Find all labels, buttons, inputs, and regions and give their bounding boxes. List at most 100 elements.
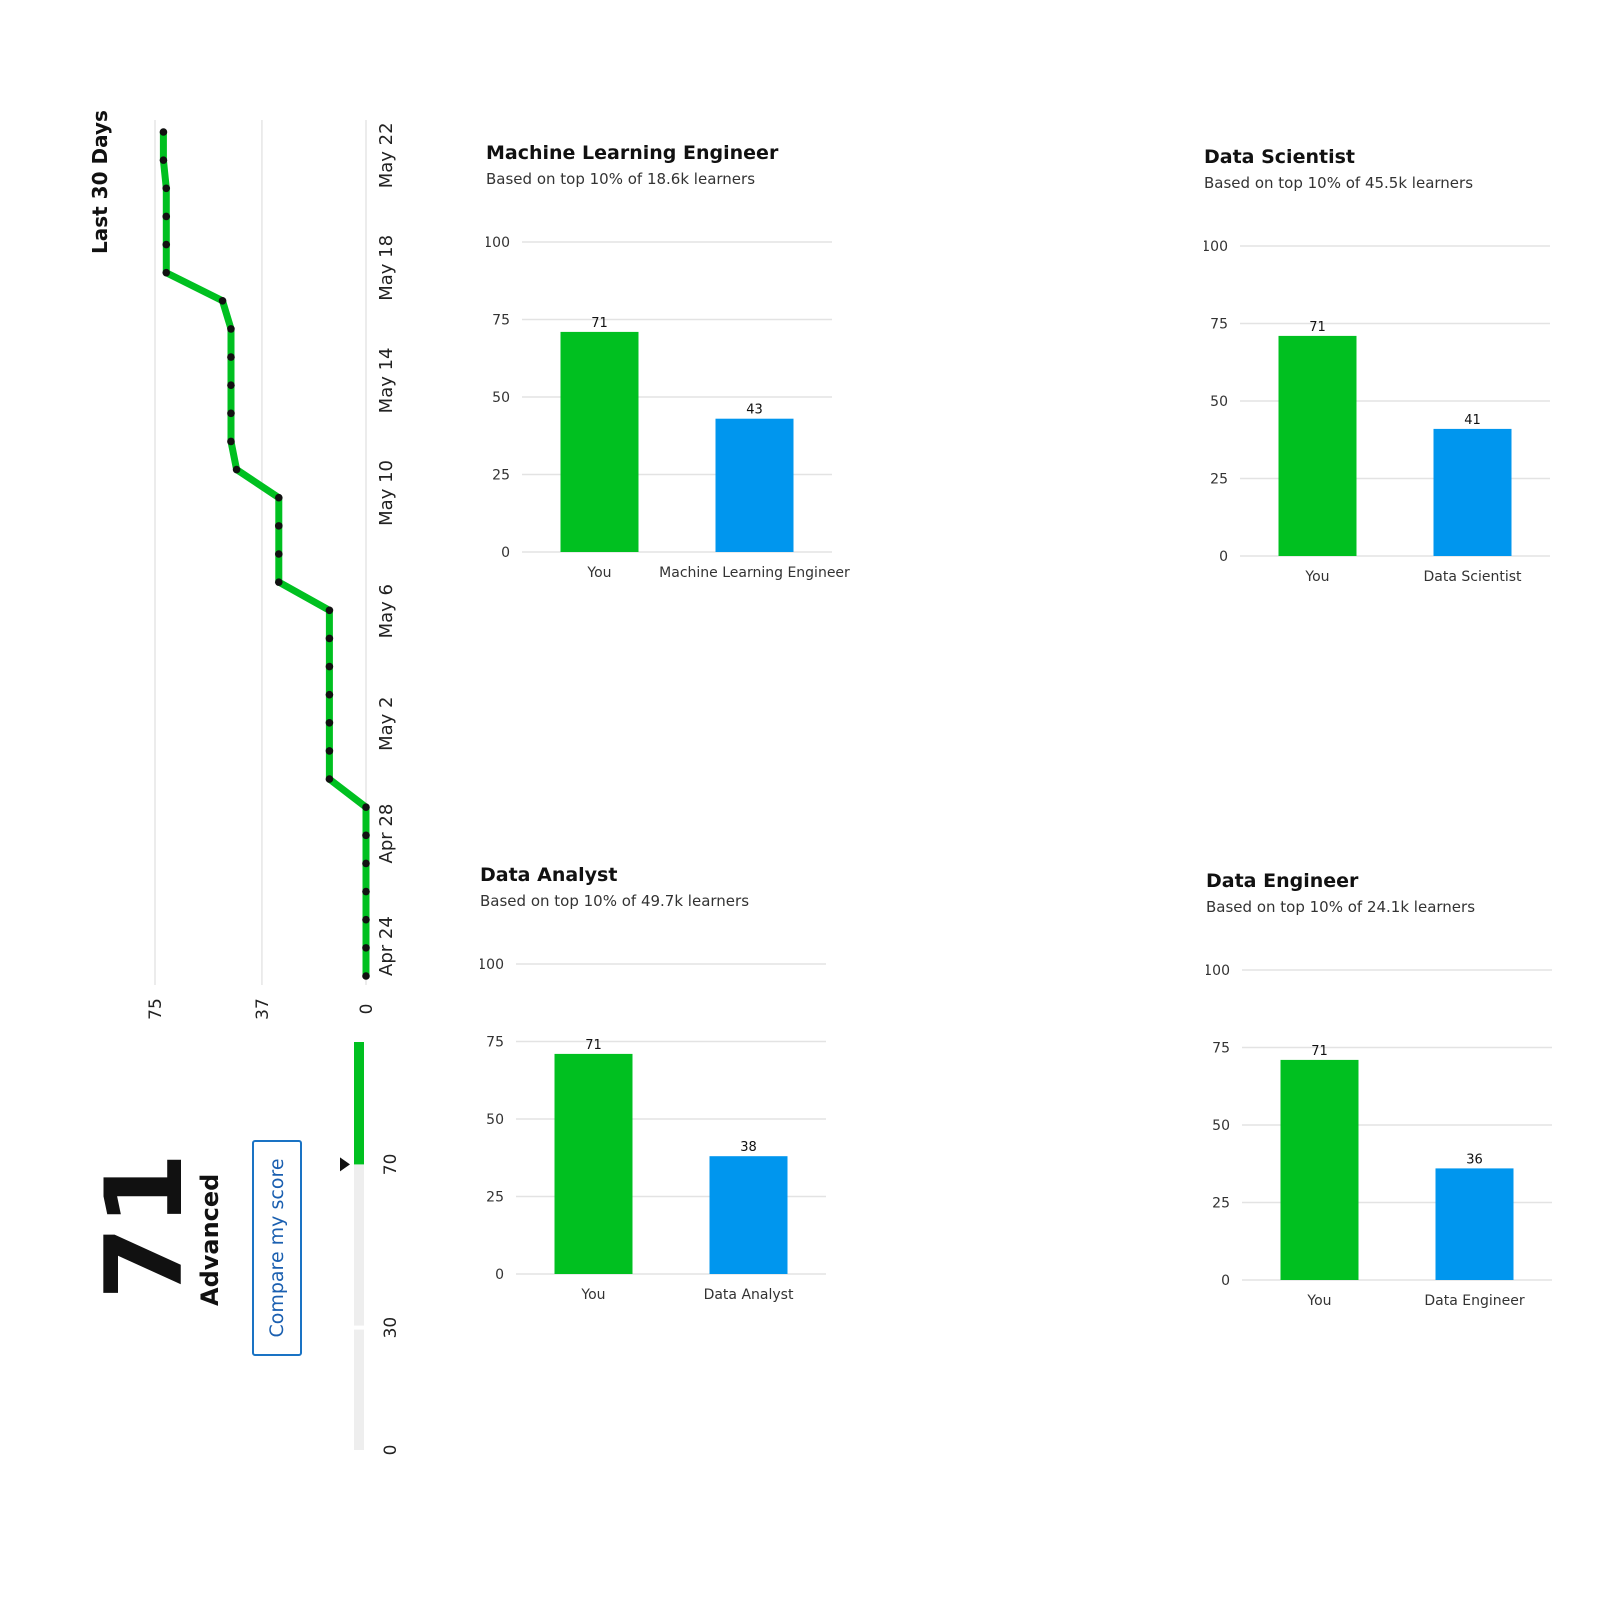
bar: [1435, 1168, 1514, 1280]
bar-chart-data-scientist: 0 25 50 75 100 71 You 41 Data Scientist: [1204, 239, 1550, 585]
x-tick-label: May 22: [376, 122, 397, 188]
y-tick-label: 25: [492, 468, 510, 484]
bar-value-label: 36: [1466, 1152, 1483, 1167]
trend-data-point: [162, 268, 171, 277]
bar: [709, 1156, 788, 1274]
x-tick-label: May 10: [376, 460, 397, 526]
x-category-label: You: [1304, 569, 1329, 585]
gauge-tick-labels: 0 30 70: [381, 1154, 401, 1456]
y-tick-label: 50: [492, 390, 510, 406]
y-tick-label: 75: [1212, 1041, 1230, 1057]
y-tick-label: 100: [486, 235, 510, 251]
x-tick-label: May 2: [376, 697, 397, 751]
gauge-tick-label: 0: [381, 1445, 401, 1456]
y-tick-label: 0: [501, 545, 510, 561]
compare-my-score-button[interactable]: Compare my score: [252, 1140, 302, 1356]
trend-data-point: [159, 156, 168, 164]
score-summary-panel: 71 Advanced Compare my score 0 30 70 Last …: [0, 0, 460, 1600]
x-category-label: Data Engineer: [1424, 1293, 1524, 1309]
bar-panel-data-analyst: Data Analyst Based on top 10% of 49.7k l…: [480, 864, 900, 1384]
x-category-label: You: [586, 565, 611, 581]
trend-data-point: [274, 578, 283, 586]
bar: [554, 1053, 633, 1274]
x-tick-label: Apr 28: [376, 804, 397, 864]
y-tick-label: 100: [480, 957, 504, 973]
gauge-fill: [354, 1042, 364, 1165]
gauge-tick-label: 30: [381, 1317, 401, 1339]
x-tick-label: Apr 24: [376, 916, 397, 976]
trend-data-point: [159, 128, 168, 136]
trend-data-point: [362, 887, 370, 896]
y-tick-label: 0: [357, 1004, 377, 1015]
bar-panel-subtitle: Based on top 10% of 45.5k learners: [1204, 174, 1474, 192]
x-category-label: You: [580, 1287, 605, 1303]
trend-data-point: [162, 184, 171, 193]
bar-chart-data-engineer: 0 25 50 75 100 71 You 36 Data Engineer: [1206, 963, 1552, 1309]
bar: [1278, 335, 1357, 556]
trend-data-point: [362, 859, 370, 868]
x-category-label: Machine Learning Engineer: [659, 565, 850, 581]
trend-data-point: [362, 972, 370, 980]
trend-data-point: [274, 522, 283, 530]
trend-data-point: [227, 437, 235, 446]
y-tick-label: 100: [1206, 963, 1230, 979]
trend-data-point: [227, 353, 235, 361]
y-tick-label: 25: [1212, 1196, 1230, 1212]
bar-panel-title: Data Scientist: [1204, 146, 1355, 168]
y-tick-label: 25: [1210, 472, 1228, 488]
y-tick-label: 50: [1212, 1118, 1230, 1134]
trend-data-point: [227, 325, 235, 333]
y-tick-label: 0: [1219, 549, 1228, 565]
x-tick-label: May 14: [376, 347, 397, 413]
bar-chart-machine-learning-engineer: 0 25 50 75 100 71 You 43 Machine Learning Engine…: [486, 235, 850, 581]
y-tick-label: 50: [486, 1112, 504, 1128]
gauge-track: [354, 1042, 364, 1450]
bar-chart-data-analyst: 0 25 50 75 100 71 You 38 Data Analyst: [480, 957, 826, 1303]
bar: [1433, 428, 1512, 556]
y-tick-label: 75: [492, 313, 510, 329]
gauge-tick-label: 70: [381, 1154, 401, 1176]
trend-data-point: [227, 409, 235, 418]
bar-value-label: 71: [1309, 320, 1326, 335]
bar-panel-machine-learning-engineer: Machine Learning Engineer Based on top 1…: [486, 142, 906, 662]
score-level: Advanced: [196, 1173, 224, 1306]
x-category-label: You: [1306, 1293, 1331, 1309]
bar-panel-subtitle: Based on top 10% of 18.6k learners: [486, 170, 756, 188]
bar: [1280, 1059, 1359, 1280]
trend-data-point: [274, 550, 283, 558]
bar-value-label: 71: [591, 316, 608, 331]
bar-value-label: 38: [740, 1140, 757, 1155]
gauge-marker-icon: [340, 1157, 350, 1172]
trend-data-point: [218, 297, 227, 305]
trend-data-point: [362, 803, 370, 811]
score-value: 71: [83, 1152, 206, 1300]
y-tick-label: 75: [1210, 317, 1228, 333]
trend-data-point: [232, 465, 241, 474]
bar-panel-subtitle: Based on top 10% of 24.1k learners: [1206, 898, 1476, 916]
trend-data-point: [162, 240, 171, 249]
trend-chart-title: Last 30 Days: [88, 110, 112, 254]
bar-panel-title: Data Analyst: [480, 864, 618, 886]
bar-value-label: 71: [1311, 1044, 1328, 1059]
x-category-label: Data Scientist: [1424, 569, 1523, 585]
trend-data-point: [362, 944, 370, 952]
bar: [560, 331, 639, 552]
trend-data-point: [325, 606, 334, 615]
trend-data-point: [362, 831, 370, 840]
bar-value-label: 41: [1464, 413, 1481, 428]
trend-data-point: [325, 634, 334, 643]
trend-data-point: [162, 212, 171, 221]
trend-data-point: [325, 719, 334, 727]
trend-data-point: [325, 662, 334, 671]
trend-data-point: [325, 775, 334, 783]
score-gauge: 0 30 70: [340, 1042, 401, 1456]
trend-line-chart: 0 37 75 Apr 24 Apr 28 May 2 May 6 May 10 May 14 M…: [146, 120, 397, 1020]
bar-value-label: 71: [585, 1038, 602, 1053]
trend-data-point: [325, 747, 334, 755]
trend-series-line: [159, 128, 370, 980]
bar-panel-title: Machine Learning Engineer: [486, 142, 779, 164]
y-tick-label: 0: [495, 1267, 504, 1283]
trend-data-point: [274, 493, 283, 502]
y-tick-label: 75: [146, 998, 166, 1020]
bar: [715, 418, 794, 552]
